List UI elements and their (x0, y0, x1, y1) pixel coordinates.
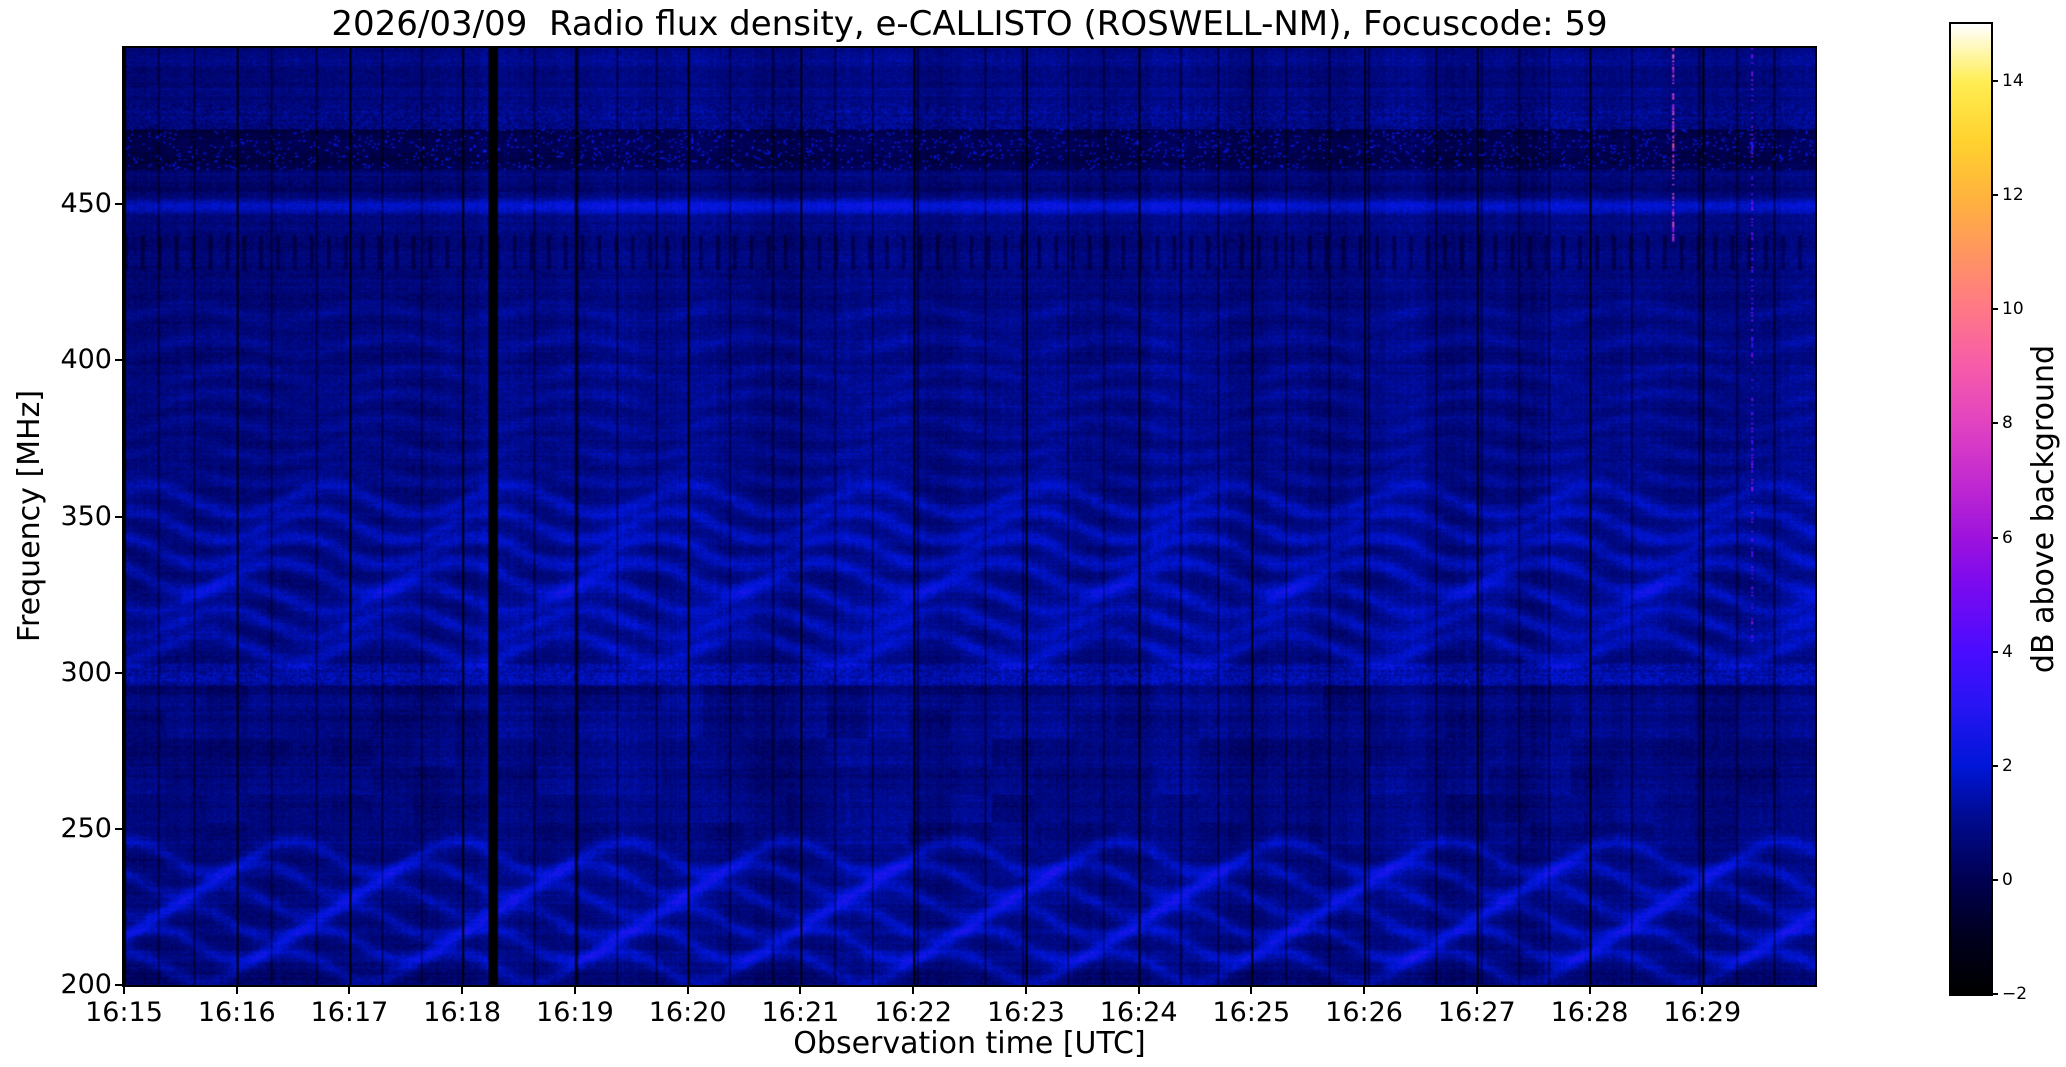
x-tick-mark (1363, 985, 1366, 994)
x-tick-label: 16:17 (310, 997, 389, 1028)
x-tick-mark (348, 985, 351, 994)
y-tick-label: 200 (60, 969, 112, 1000)
x-tick-label: 16:23 (986, 997, 1065, 1028)
y-tick-label: 250 (60, 812, 112, 844)
y-tick-label: 450 (60, 188, 112, 220)
colorbar-tick-label: 12 (2002, 185, 2024, 206)
x-tick-mark (1250, 985, 1253, 994)
x-tick-label: 16:18 (423, 997, 502, 1028)
x-tick-mark (123, 985, 125, 994)
x-tick-mark (573, 985, 576, 994)
colorbar-label: dB above background (2026, 344, 2061, 674)
colorbar-tick-mark (1991, 764, 1998, 767)
colorbar-tick-label: 8 (2002, 413, 2013, 434)
y-tick-label: 350 (60, 500, 112, 532)
colorbar-tick-mark (1991, 194, 1998, 197)
x-tick-mark (799, 985, 802, 994)
colorbar-tick-mark (1991, 536, 1998, 539)
x-tick-label: 16:28 (1550, 997, 1629, 1028)
y-tick-mark (115, 671, 124, 674)
colorbar-tick-label: −2 (2002, 984, 2028, 1004)
x-tick-label: 16:22 (874, 997, 953, 1028)
colorbar-tick-mark (1991, 993, 1998, 995)
y-tick-label: 400 (60, 344, 112, 376)
x-axis-label: Observation time [UTC] (793, 1026, 1146, 1061)
colorbar-tick-label: 10 (2002, 299, 2024, 320)
x-tick-mark (1701, 985, 1704, 994)
y-tick-mark (115, 203, 124, 206)
x-tick-label: 16:16 (197, 997, 276, 1028)
x-tick-label: 16:19 (536, 997, 614, 1028)
x-tick-mark (461, 985, 464, 994)
colorbar-tick-mark (1991, 650, 1998, 653)
colorbar-tick-label: 14 (2002, 71, 2024, 92)
x-tick-mark (912, 985, 915, 994)
colorbar-tick-label: 2 (2002, 755, 2013, 776)
x-tick-mark (1475, 985, 1478, 994)
x-tick-label: 16:29 (1663, 997, 1742, 1028)
x-tick-mark (1137, 985, 1140, 994)
x-tick-label: 16:15 (85, 997, 163, 1028)
x-tick-mark (1588, 985, 1591, 994)
y-axis-label: Frequency [MHz] (12, 389, 47, 643)
x-tick-label: 16:27 (1437, 997, 1516, 1028)
x-tick-label: 16:25 (1212, 997, 1291, 1028)
y-tick-mark (115, 984, 124, 986)
colorbar-tick-mark (1991, 422, 1998, 425)
colorbar-gradient (1951, 24, 1991, 994)
x-tick-label: 16:24 (1099, 997, 1178, 1028)
colorbar-tick-label: 4 (2002, 641, 2013, 662)
colorbar-tick-mark (1991, 308, 1998, 311)
colorbar-tick-label: 6 (2002, 527, 2013, 548)
y-tick-label: 300 (60, 656, 112, 688)
x-tick-mark (1024, 985, 1027, 994)
y-tick-mark (115, 827, 124, 830)
spectrogram-heatmap (124, 48, 1815, 985)
colorbar-tick-label: 0 (2002, 869, 2013, 890)
x-tick-label: 16:20 (648, 997, 727, 1028)
y-tick-mark (115, 359, 124, 362)
colorbar-tick-mark (1991, 80, 1998, 83)
chart-title: 2026/03/09 Radio flux density, e-CALLIST… (331, 4, 1608, 44)
x-tick-label: 16:21 (761, 997, 840, 1028)
colorbar-tick-mark (1991, 878, 1998, 881)
x-tick-mark (686, 985, 689, 994)
x-tick-label: 16:26 (1325, 997, 1403, 1028)
x-tick-mark (235, 985, 238, 994)
y-tick-mark (115, 515, 124, 518)
